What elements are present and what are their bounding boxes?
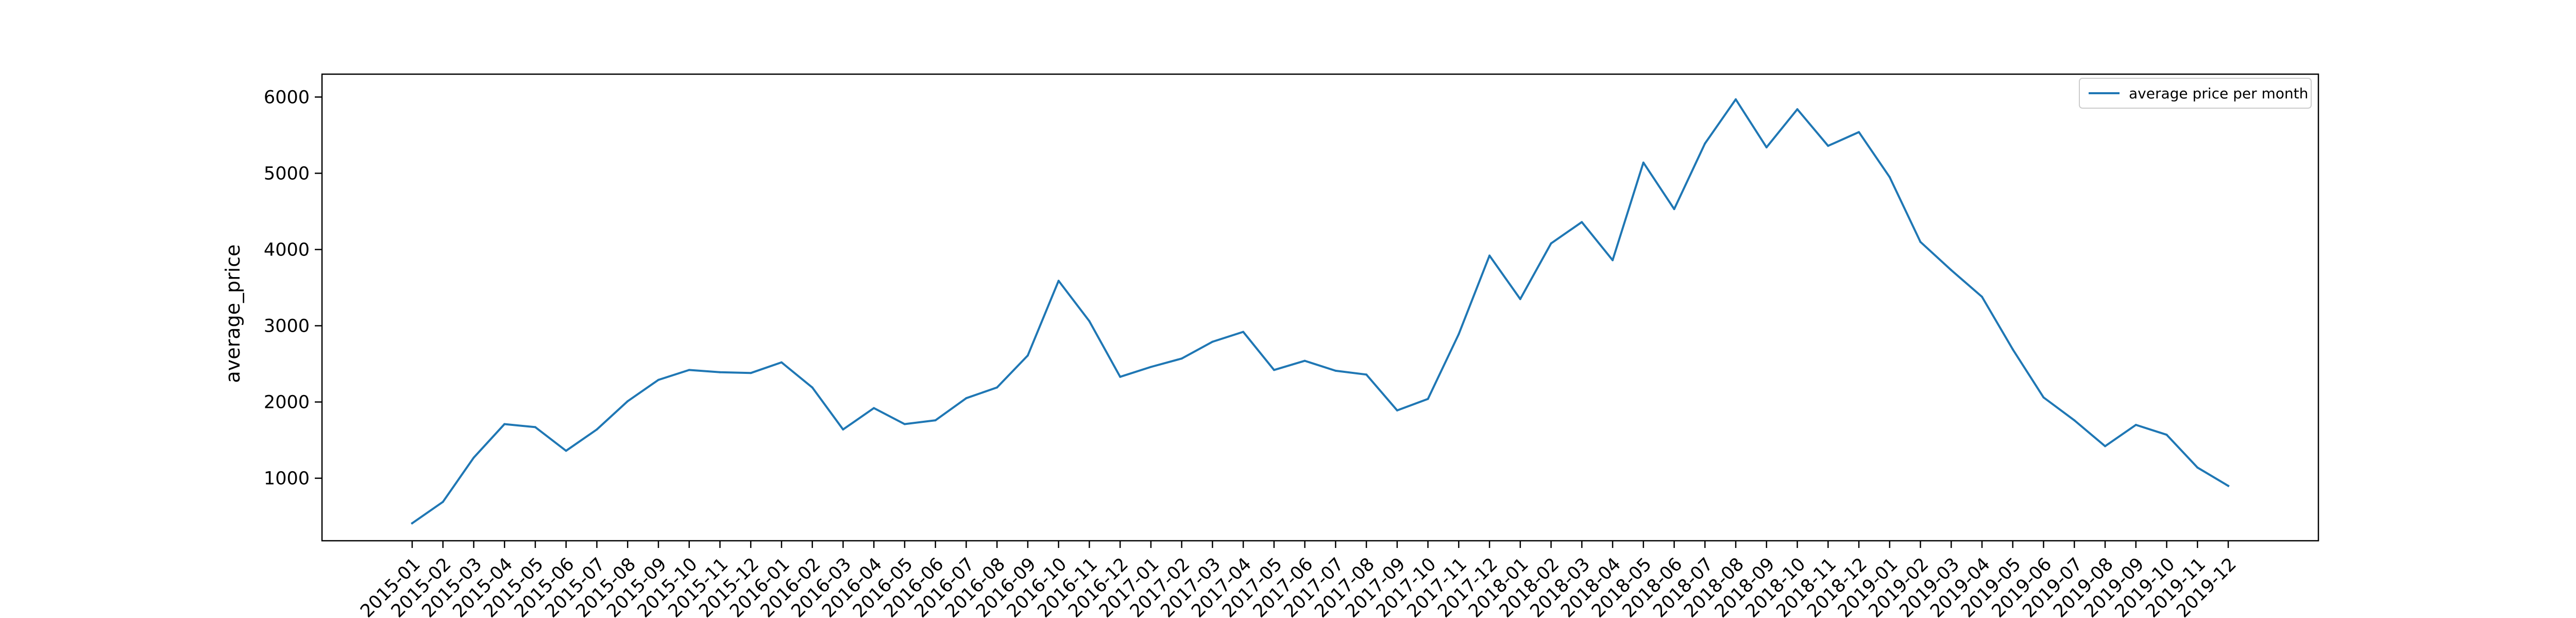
series-line-average-price	[411, 98, 2230, 525]
data-point	[2073, 419, 2076, 422]
data-point	[1735, 98, 1737, 100]
data-point	[1088, 320, 1091, 322]
data-point	[1180, 357, 1183, 360]
data-point	[1427, 398, 1429, 400]
data-point	[1273, 369, 1275, 371]
data-point	[1519, 298, 1521, 300]
data-point	[1242, 331, 1245, 333]
data-point	[903, 423, 906, 425]
data-point	[688, 369, 690, 371]
legend-label: average price per month	[2129, 85, 2308, 102]
data-point	[1858, 131, 1860, 133]
data-point	[2104, 445, 2106, 448]
y-tick-label: 6000	[264, 87, 310, 108]
data-point	[1950, 269, 1953, 271]
data-point	[1149, 366, 1152, 368]
series-points	[411, 98, 2229, 524]
y-tick-label: 5000	[264, 163, 310, 184]
data-point	[1365, 373, 1368, 376]
data-point	[842, 428, 844, 431]
data-point	[657, 379, 659, 381]
data-point	[1334, 369, 1337, 372]
data-point	[934, 419, 937, 422]
y-tick-label: 4000	[264, 239, 310, 260]
data-point	[1919, 241, 1922, 243]
data-point	[1026, 354, 1029, 357]
y-tick-label: 2000	[264, 392, 310, 413]
x-axis: 2015-012015-022015-032015-042015-052015-…	[357, 541, 2241, 618]
data-point	[1458, 333, 1460, 335]
data-point	[750, 372, 752, 374]
y-tick-label: 1000	[264, 469, 310, 489]
data-point	[1396, 409, 1398, 411]
y-axis: 1000 2000 3000 4000 5000 6000	[264, 87, 322, 489]
data-point	[1765, 146, 1768, 149]
data-point	[1827, 145, 1829, 147]
data-point	[2165, 434, 2168, 436]
data-point	[2011, 348, 2014, 351]
data-point	[1612, 259, 1614, 262]
data-point	[626, 400, 629, 403]
data-point	[472, 456, 475, 459]
data-point	[411, 522, 413, 524]
data-point	[2227, 485, 2229, 487]
data-point	[442, 501, 444, 503]
data-point	[1211, 340, 1214, 343]
legend-box	[2079, 78, 2312, 109]
data-point	[1981, 296, 1983, 298]
data-point	[873, 407, 875, 409]
data-point	[780, 361, 783, 364]
data-point	[1119, 375, 1122, 378]
data-point	[1057, 280, 1060, 282]
y-axis-title: average_price	[222, 244, 244, 383]
plot-area	[321, 73, 2319, 542]
data-point	[596, 428, 598, 431]
data-point	[811, 386, 814, 389]
data-point	[2196, 466, 2199, 469]
data-point	[996, 386, 998, 389]
data-point	[2134, 424, 2137, 426]
data-point	[1550, 242, 1552, 245]
data-point	[1888, 176, 1891, 178]
data-point	[719, 371, 721, 373]
y-tick-label: 3000	[264, 316, 310, 337]
data-point	[1673, 208, 1675, 210]
data-point	[1642, 161, 1645, 164]
data-point	[1581, 221, 1583, 224]
data-point	[503, 423, 506, 425]
data-point	[1796, 108, 1799, 111]
data-point	[1303, 359, 1306, 362]
data-point	[1488, 254, 1491, 257]
data-point	[1704, 142, 1706, 145]
data-point	[965, 397, 968, 400]
data-point	[534, 426, 536, 428]
legend: average price per month	[2079, 78, 2312, 109]
data-point	[565, 450, 567, 452]
data-point	[2042, 396, 2045, 399]
